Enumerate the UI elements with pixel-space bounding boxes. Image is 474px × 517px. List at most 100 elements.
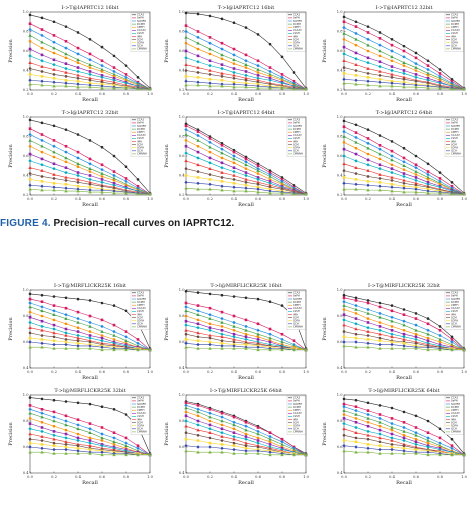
data-point [208, 137, 212, 140]
data-point [232, 431, 236, 434]
data-point [64, 156, 68, 160]
data-point [184, 431, 188, 434]
data-point [232, 332, 236, 336]
data-point [232, 70, 236, 75]
data-point [52, 177, 56, 180]
x-tick-label: 0.0 [27, 370, 33, 374]
data-point [124, 177, 128, 180]
data-point [354, 436, 358, 440]
data-point [256, 177, 260, 182]
data-point [28, 450, 32, 454]
data-point [52, 331, 56, 335]
chart-title: T->I@MIRFLICKR25K 64bit [368, 387, 439, 394]
series-cmnnh [342, 344, 466, 352]
data-point [232, 329, 236, 332]
data-point [100, 78, 104, 82]
legend-entry: SePH [137, 399, 144, 403]
data-point [208, 150, 212, 154]
data-point [378, 328, 382, 332]
data-point [378, 424, 382, 428]
data-point [88, 81, 92, 85]
data-point [390, 304, 394, 307]
data-point [220, 161, 224, 165]
x-axis-label: Recall [82, 202, 98, 208]
data-point [88, 436, 92, 440]
data-point [438, 74, 442, 79]
data-point [402, 85, 406, 89]
legend-entry: QCH [137, 322, 143, 326]
legend-entry: LSSH [137, 31, 144, 35]
data-point [28, 411, 32, 415]
data-point [390, 447, 394, 452]
data-point [196, 312, 200, 316]
data-point [426, 181, 430, 184]
data-point [208, 166, 212, 170]
data-point [28, 138, 32, 142]
data-point [426, 64, 430, 67]
data-point [100, 345, 104, 349]
data-point [378, 436, 382, 440]
x-tick-label: 0.2 [51, 197, 57, 201]
data-point [462, 452, 466, 457]
data-point [450, 79, 454, 83]
data-point [354, 62, 358, 66]
x-tick-label: 1.0 [461, 197, 467, 201]
x-tick-label: 0.4 [231, 475, 237, 479]
legend-entry: DCMH [137, 300, 145, 304]
data-point [426, 441, 430, 445]
data-point [76, 165, 80, 169]
data-point [366, 401, 370, 405]
data-point [414, 414, 418, 418]
data-point [402, 329, 406, 332]
data-point [208, 423, 212, 427]
data-point [268, 82, 272, 86]
data-point [28, 325, 32, 329]
data-point [426, 175, 430, 179]
x-tick-label: 0.4 [75, 370, 81, 374]
data-point [244, 449, 248, 453]
data-point [426, 452, 430, 457]
y-tick-label: 1.0 [23, 393, 29, 397]
data-point [390, 428, 394, 432]
data-point [40, 328, 44, 332]
series-cmnnh [342, 449, 466, 457]
data-point [354, 140, 358, 144]
data-point [244, 346, 248, 350]
data-point [414, 185, 418, 189]
data-point [244, 296, 248, 300]
data-point [52, 444, 56, 447]
data-point [220, 151, 224, 155]
x-tick-label: 0.0 [341, 475, 347, 479]
data-point [76, 339, 80, 342]
legend: CCA3SePHSCMFHDCMHCMFHCCA3VLSSHIMHSCMSDFH… [444, 118, 464, 157]
data-point [354, 131, 358, 134]
data-point [208, 441, 212, 445]
data-point [378, 447, 382, 452]
data-point [438, 78, 442, 82]
data-point [112, 173, 116, 178]
data-point [112, 83, 116, 87]
data-point [354, 146, 358, 150]
data-point [220, 450, 224, 454]
data-point [390, 443, 394, 446]
data-point [76, 156, 80, 160]
data-point [426, 317, 430, 320]
data-point [196, 60, 200, 64]
data-point [390, 445, 394, 449]
legend-entry: DCMH [137, 405, 145, 409]
data-point [196, 187, 200, 191]
data-point [208, 419, 212, 423]
data-point [378, 64, 382, 69]
data-point [52, 415, 56, 419]
data-point [292, 192, 296, 196]
legend: CCA3SePHSCMFHDCMHCMFHCCA3VLSSHIMHSCMSDFH… [286, 291, 306, 330]
data-point [136, 338, 140, 341]
data-point [184, 62, 188, 66]
data-point [196, 304, 200, 307]
data-point [244, 173, 248, 178]
legend-entry: LSSH [451, 309, 458, 313]
legend-entry: LSSH [293, 309, 300, 313]
x-axis-label: Recall [82, 97, 98, 103]
data-point [64, 322, 68, 326]
